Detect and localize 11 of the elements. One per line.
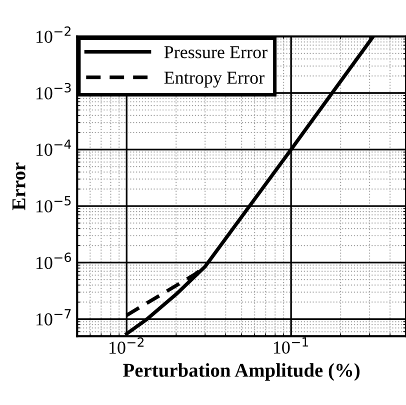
y-tick-label: 10$^{−4}$ (36, 140, 72, 156)
legend-label: Pressure Error (164, 46, 268, 58)
y-tick-label: 10$^{−2}$ (36, 26, 70, 43)
x-axis-title: Perturbation Amplitude (%) (123, 363, 360, 381)
y-tick-label: 10$^{−5}$ (36, 196, 71, 212)
y-tick-label: 10$^{−3}$ (36, 82, 71, 100)
legend-label: Entropy Error (164, 72, 264, 88)
y-tick-label: 10$^{−6}$ (36, 252, 71, 270)
y-tick-label: 10$^{−7}$ (36, 309, 71, 326)
y-axis-title: Error (12, 162, 26, 210)
x-tick-label: 10$^{−1}$ (274, 337, 308, 354)
